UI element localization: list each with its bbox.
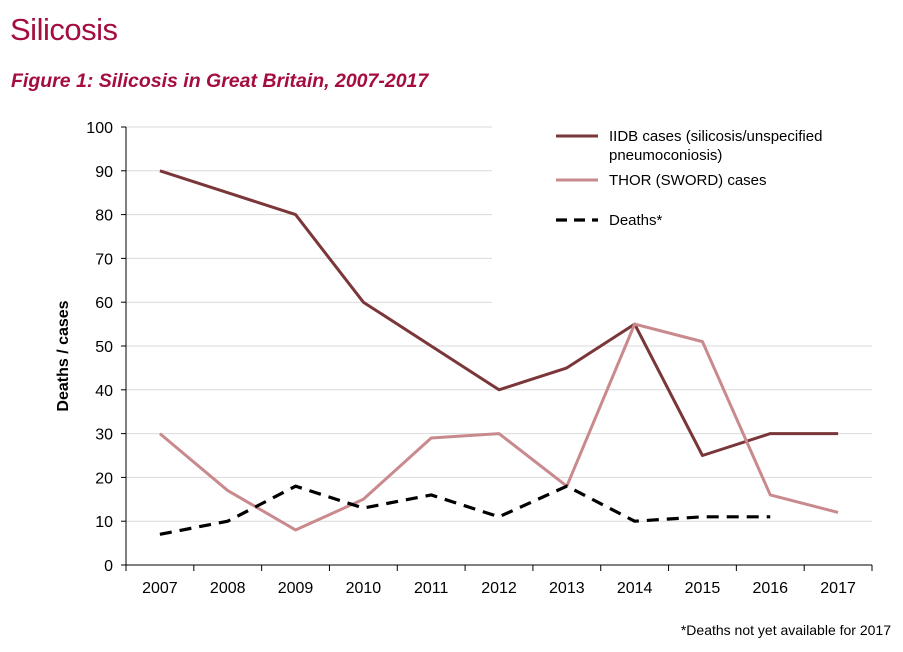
x-tick-label: 2012 bbox=[481, 580, 517, 597]
y-tick-label: 40 bbox=[95, 383, 113, 400]
x-tick-label: 2013 bbox=[549, 580, 585, 597]
legend-label: Deaths* bbox=[609, 212, 663, 229]
x-tick-label: 2007 bbox=[142, 580, 178, 597]
series-2 bbox=[159, 484, 771, 536]
legend: IIDB cases (silicosis/unspecified pneumoc… bbox=[556, 128, 822, 229]
y-tick-label: 30 bbox=[95, 427, 113, 444]
legend-item: THOR (SWORD) cases bbox=[556, 172, 767, 189]
y-tick-label: 0 bbox=[104, 558, 113, 575]
y-tick-label: 10 bbox=[95, 514, 113, 531]
footnote: *Deaths not yet available for 2017 bbox=[680, 622, 891, 638]
y-tick-label: 50 bbox=[95, 339, 113, 356]
series-line bbox=[158, 322, 839, 532]
legend-label: pneumoconiosis) bbox=[609, 147, 722, 164]
legend-item: IIDB cases (silicosis/unspecified pneumoc… bbox=[556, 128, 822, 164]
x-tick-label: 2010 bbox=[346, 580, 382, 597]
x-tick-label: 2011 bbox=[414, 580, 449, 597]
y-tick-label: 20 bbox=[95, 470, 113, 487]
x-tick-label: 2009 bbox=[278, 580, 314, 597]
y-tick-label: 80 bbox=[95, 208, 113, 225]
legend-item: Deaths* bbox=[556, 212, 663, 229]
y-tick-label: 100 bbox=[86, 120, 113, 137]
series-line bbox=[159, 484, 771, 536]
y-axis-title: Deaths / cases bbox=[55, 300, 72, 411]
y-tick-label: 70 bbox=[95, 251, 113, 268]
legend-label: IIDB cases (silicosis/unspecified bbox=[609, 128, 822, 145]
y-tick-label: 90 bbox=[95, 164, 113, 181]
series-1 bbox=[158, 322, 839, 532]
legend-label: THOR (SWORD) cases bbox=[609, 172, 767, 189]
x-tick-label: 2017 bbox=[820, 580, 856, 597]
x-tick-label: 2016 bbox=[752, 580, 788, 597]
series-line bbox=[159, 169, 839, 457]
gridlines bbox=[126, 126, 872, 522]
x-tick-label: 2014 bbox=[617, 580, 653, 597]
x-tick-label: 2008 bbox=[210, 580, 246, 597]
series-0 bbox=[159, 169, 839, 457]
x-tick-label: 2015 bbox=[685, 580, 721, 597]
page-title: Silicosis bbox=[10, 12, 118, 47]
figure-title: Figure 1: Silicosis in Great Britain, 20… bbox=[11, 70, 429, 92]
axes: 0 10 20 30 40 50 60 70 80 90 100 2007 2008 2009 2010 20… bbox=[55, 120, 873, 597]
y-tick-label: 60 bbox=[95, 295, 113, 312]
series-lines bbox=[158, 169, 839, 536]
